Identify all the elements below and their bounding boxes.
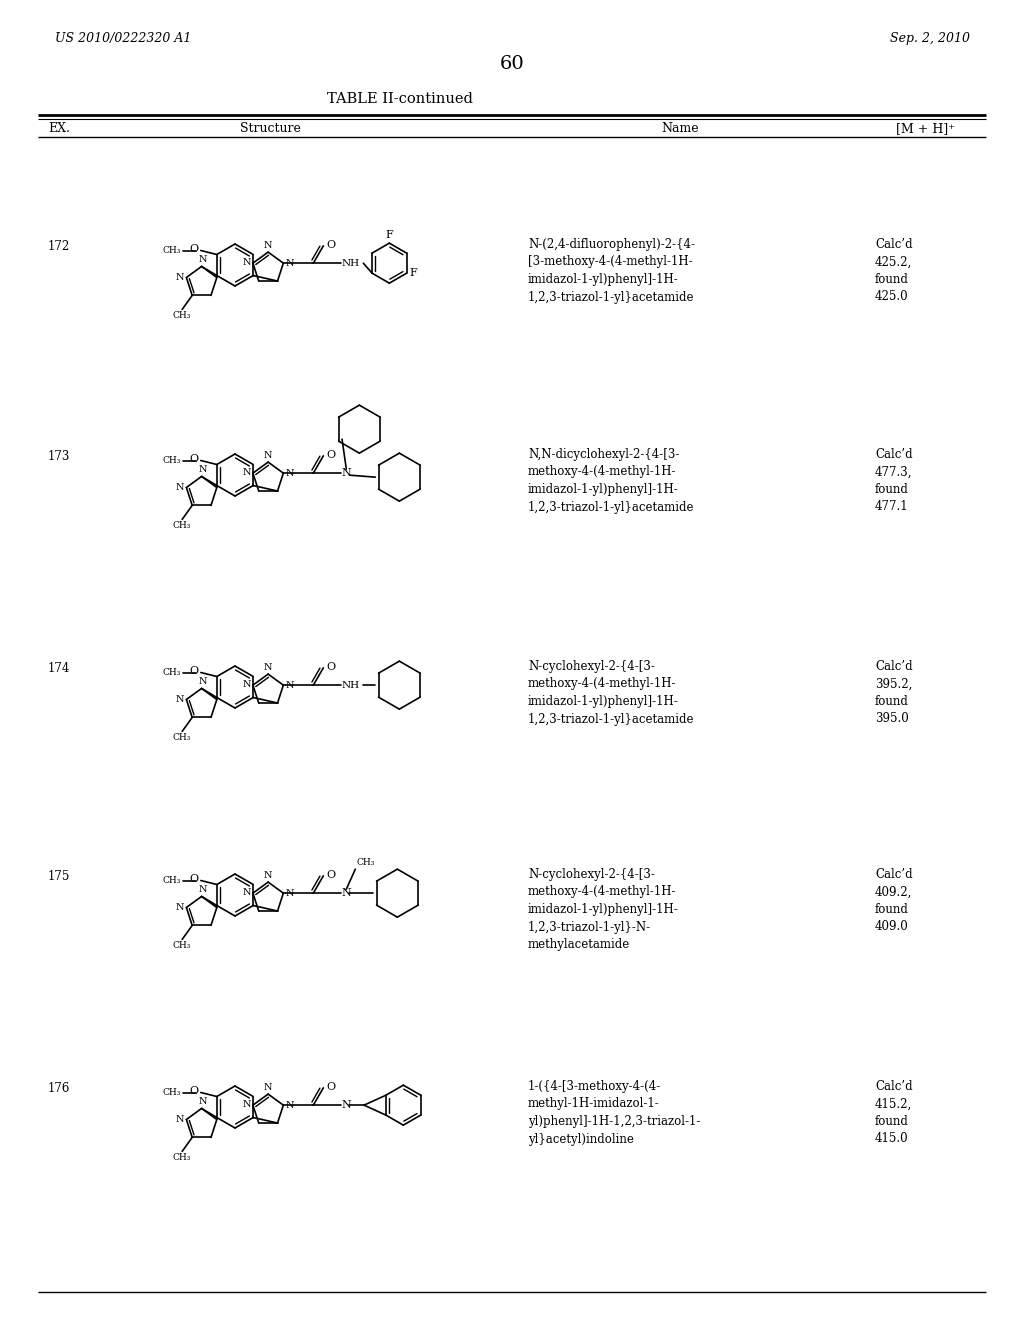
Text: N: N [286,1101,294,1110]
Text: F: F [385,230,393,240]
Text: O: O [189,667,199,676]
Text: N: N [199,256,207,264]
Text: CH₃: CH₃ [163,1088,181,1097]
Text: N-cyclohexyl-2-{4-[3-
methoxy-4-(4-methyl-1H-
imidazol-1-yl)phenyl]-1H-
1,2,3-tr: N-cyclohexyl-2-{4-[3- methoxy-4-(4-methy… [528,660,694,726]
Text: O: O [189,244,199,255]
Text: NH: NH [341,681,359,689]
Text: Structure: Structure [240,121,300,135]
Text: Calc’d
425.2,
found
425.0: Calc’d 425.2, found 425.0 [874,238,912,304]
Text: 172: 172 [48,240,71,253]
Text: N: N [243,1100,251,1109]
Text: N: N [199,466,207,474]
Text: N: N [264,1084,272,1092]
Text: CH₃: CH₃ [172,521,190,531]
Text: N: N [286,888,294,898]
Text: N: N [264,242,272,249]
Text: NH: NH [341,259,359,268]
Text: N: N [286,469,294,478]
Text: N: N [199,886,207,895]
Text: N-(2,4-difluorophenyl)-2-{4-
[3-methoxy-4-(4-methyl-1H-
imidazol-1-yl)phenyl]-1H: N-(2,4-difluorophenyl)-2-{4- [3-methoxy-… [528,238,695,304]
Text: O: O [327,661,336,672]
Text: 176: 176 [48,1082,71,1096]
Text: O: O [189,874,199,884]
Text: N: N [341,888,351,898]
Text: N: N [243,680,251,689]
Text: EX.: EX. [48,121,70,135]
Text: N: N [176,483,184,492]
Text: CH₃: CH₃ [163,668,181,677]
Text: N: N [243,257,251,267]
Text: N: N [176,1115,184,1125]
Text: CH₃: CH₃ [172,312,190,321]
Text: O: O [327,870,336,880]
Text: Calc’d
477.3,
found
477.1: Calc’d 477.3, found 477.1 [874,447,912,513]
Text: 174: 174 [48,663,71,675]
Text: N: N [199,1097,207,1106]
Text: CH₃: CH₃ [172,1154,190,1163]
Text: N: N [243,467,251,477]
Text: F: F [410,268,418,279]
Text: CH₃: CH₃ [163,455,181,465]
Text: N: N [341,1100,351,1110]
Text: Calc’d
415.2,
found
415.0: Calc’d 415.2, found 415.0 [874,1080,912,1146]
Text: O: O [327,1082,336,1092]
Text: O: O [189,454,199,465]
Text: O: O [189,1086,199,1097]
Text: US 2010/0222320 A1: US 2010/0222320 A1 [55,32,191,45]
Text: N: N [286,259,294,268]
Text: 1-({4-[3-methoxy-4-(4-
methyl-1H-imidazol-1-
yl)phenyl]-1H-1,2,3-triazol-1-
yl}a: 1-({4-[3-methoxy-4-(4- methyl-1H-imidazo… [528,1080,700,1146]
Text: N: N [176,273,184,282]
Text: O: O [327,450,336,459]
Text: CH₃: CH₃ [163,876,181,884]
Text: Name: Name [662,121,698,135]
Text: N: N [176,696,184,704]
Text: CH₃: CH₃ [163,246,181,255]
Text: Sep. 2, 2010: Sep. 2, 2010 [890,32,970,45]
Text: N: N [264,451,272,461]
Text: CH₃: CH₃ [356,858,375,867]
Text: N: N [264,871,272,880]
Text: N: N [176,903,184,912]
Text: N: N [286,681,294,689]
Text: CH₃: CH₃ [172,734,190,742]
Text: N: N [264,663,272,672]
Text: N: N [199,677,207,686]
Text: 60: 60 [500,55,524,73]
Text: CH₃: CH₃ [172,941,190,950]
Text: 175: 175 [48,870,71,883]
Text: N,N-dicyclohexyl-2-{4-[3-
methoxy-4-(4-methyl-1H-
imidazol-1-yl)phenyl]-1H-
1,2,: N,N-dicyclohexyl-2-{4-[3- methoxy-4-(4-m… [528,447,694,513]
Text: [M + H]⁺: [M + H]⁺ [896,121,954,135]
Text: N: N [341,469,351,478]
Text: Calc’d
409.2,
found
409.0: Calc’d 409.2, found 409.0 [874,869,912,933]
Text: Calc’d
395.2,
found
395.0: Calc’d 395.2, found 395.0 [874,660,912,726]
Text: N-cyclohexyl-2-{4-[3-
methoxy-4-(4-methyl-1H-
imidazol-1-yl)phenyl]-1H-
1,2,3-tr: N-cyclohexyl-2-{4-[3- methoxy-4-(4-methy… [528,869,679,950]
Text: O: O [327,240,336,249]
Text: N: N [243,887,251,896]
Text: TABLE II-continued: TABLE II-continued [327,92,473,106]
Text: 173: 173 [48,450,71,463]
